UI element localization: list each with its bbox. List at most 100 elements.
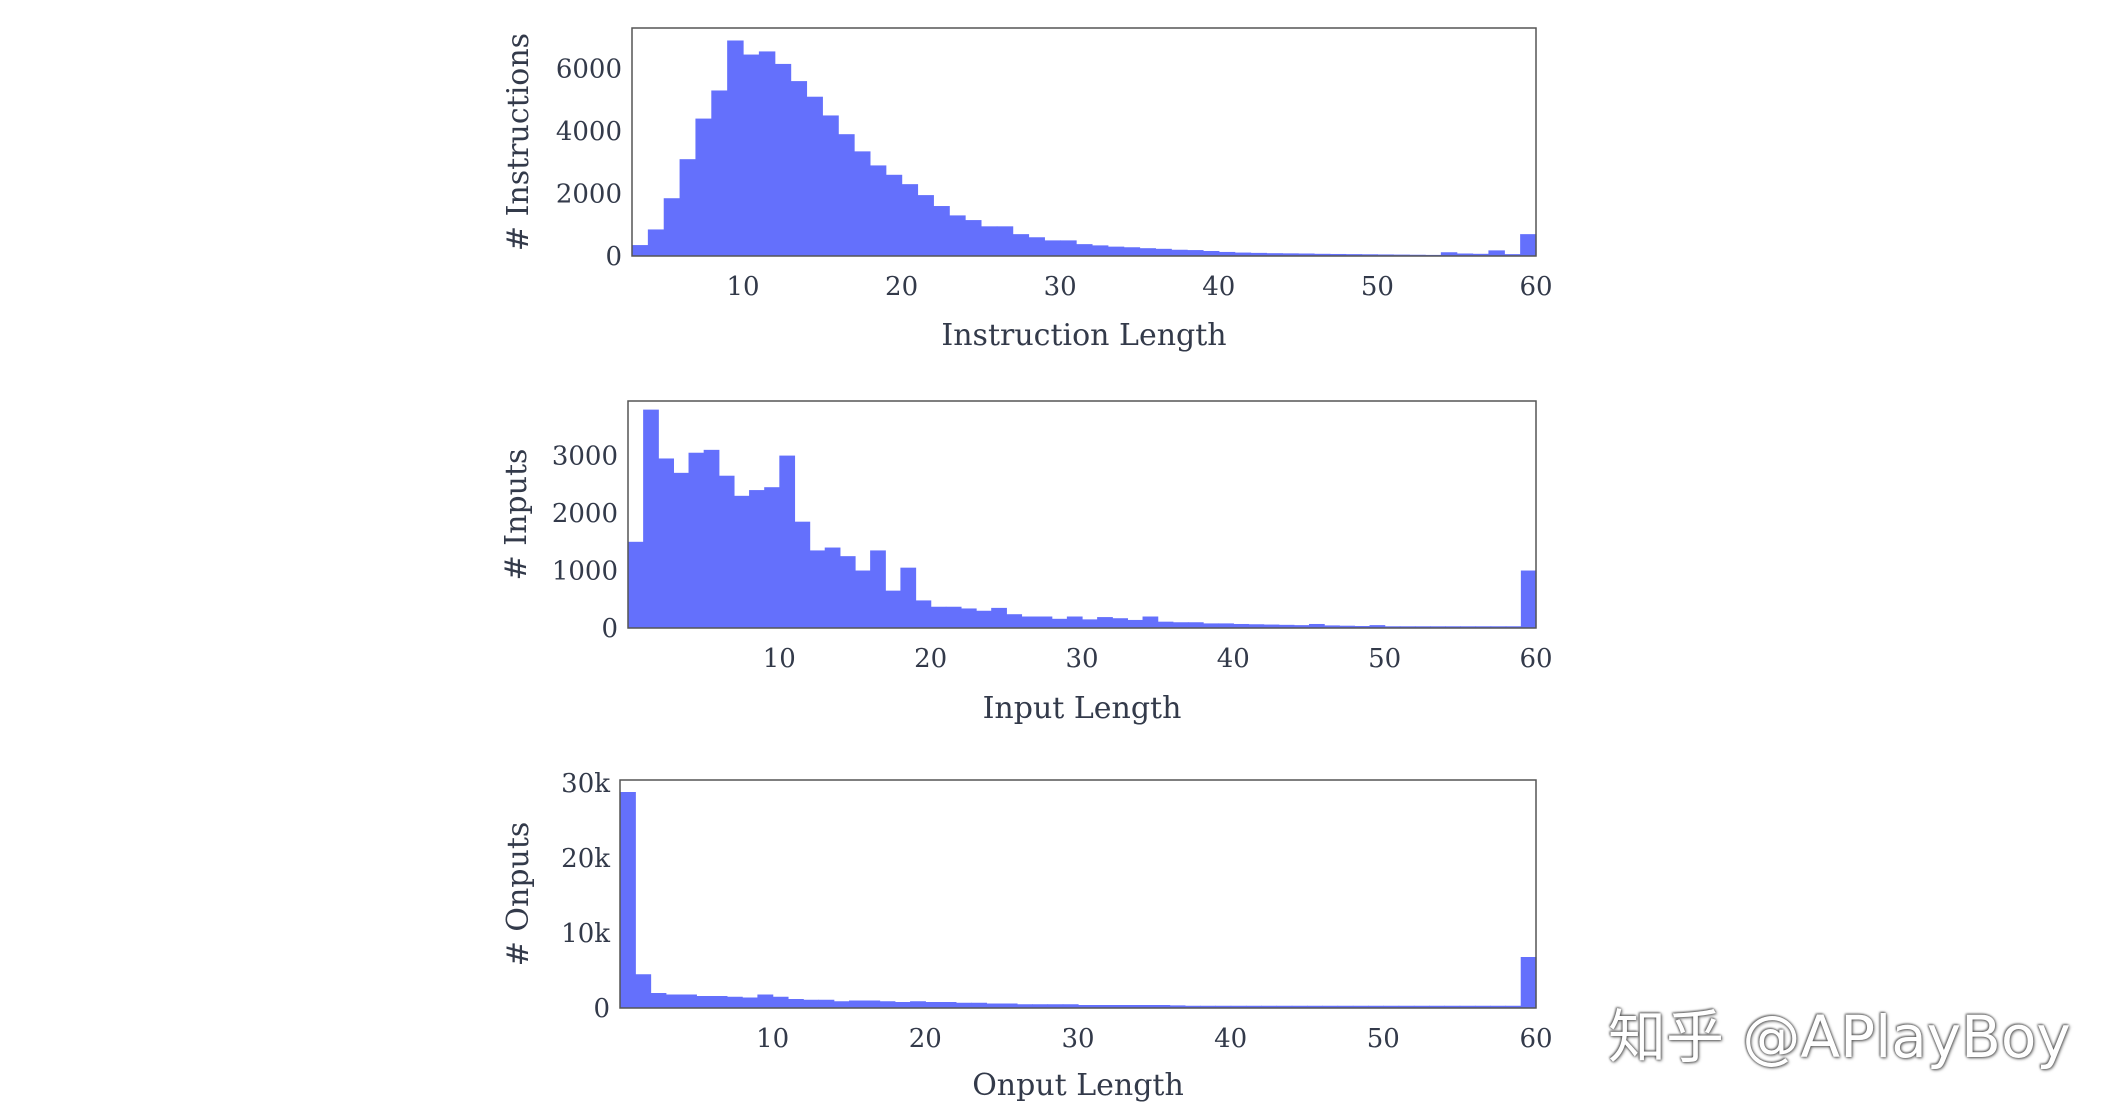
y-tick-label: 20k bbox=[561, 844, 610, 874]
histogram-bar bbox=[1384, 626, 1401, 628]
y-tick-label: 2000 bbox=[556, 180, 622, 210]
histogram-bar bbox=[727, 40, 744, 256]
histogram-bar bbox=[711, 996, 728, 1008]
histogram-bar bbox=[1383, 1005, 1400, 1008]
histogram-bar bbox=[679, 159, 697, 256]
histogram-bar bbox=[991, 607, 1007, 628]
histogram-bar bbox=[1329, 253, 1347, 256]
histogram-bar bbox=[1475, 626, 1492, 628]
histogram-bar bbox=[1093, 1005, 1110, 1008]
histogram-bar bbox=[885, 590, 901, 628]
histogram-bar bbox=[643, 409, 659, 628]
histogram-bar bbox=[1091, 245, 1109, 256]
x-tick-label: 40 bbox=[1214, 1024, 1247, 1054]
histogram-bar bbox=[1293, 625, 1310, 628]
histogram-bar bbox=[711, 90, 728, 256]
histogram-bar bbox=[1234, 252, 1252, 256]
histogram-bar bbox=[1505, 626, 1522, 628]
histogram-bar bbox=[1107, 246, 1125, 256]
histogram-bar bbox=[794, 521, 811, 628]
chart-onputs: 10 20 30 40 50 60 0 10k 20k 30k Onput Length # Onpu… bbox=[501, 769, 1553, 1103]
histogram-bar bbox=[1233, 623, 1250, 628]
histogram-bar bbox=[779, 455, 796, 628]
histogram-bar bbox=[1263, 624, 1280, 628]
histogram-bar bbox=[790, 81, 808, 256]
histogram-bar bbox=[1172, 622, 1189, 628]
histogram-bar bbox=[742, 997, 758, 1008]
histogram-bar bbox=[879, 1001, 896, 1008]
histogram-bar bbox=[806, 96, 823, 257]
histogram-bar bbox=[849, 1000, 865, 1008]
histogram-bar bbox=[1215, 1005, 1232, 1008]
histogram-bar bbox=[1322, 1005, 1339, 1008]
histogram-bar bbox=[1218, 623, 1234, 628]
x-tick-label: 20 bbox=[909, 1024, 942, 1054]
histogram-bar bbox=[915, 600, 932, 628]
histogram-bar bbox=[673, 472, 690, 628]
histogram-bar bbox=[1062, 1004, 1079, 1008]
histogram-bar bbox=[1307, 1005, 1323, 1008]
histogram-bar bbox=[688, 452, 705, 628]
histogram-bar bbox=[757, 994, 774, 1008]
plot-frame bbox=[631, 27, 1537, 257]
histogram-bar bbox=[1157, 621, 1174, 628]
histogram-bar bbox=[1123, 1005, 1140, 1008]
histogram-bar bbox=[854, 151, 871, 256]
x-tick-label: 10 bbox=[726, 272, 759, 302]
histogram-bar bbox=[1021, 616, 1038, 628]
histogram-bar bbox=[1460, 626, 1477, 628]
histogram-bar bbox=[1060, 240, 1077, 256]
x-tick-label: 60 bbox=[1519, 644, 1552, 674]
histogram-bar bbox=[1123, 247, 1141, 256]
histogram-bar bbox=[628, 541, 644, 628]
histogram-bar bbox=[833, 1001, 850, 1008]
histogram-bar bbox=[1200, 1005, 1216, 1008]
plot-frame bbox=[627, 400, 1537, 629]
y-tick-label: 2000 bbox=[552, 499, 618, 529]
histogram-bar bbox=[1155, 248, 1172, 256]
histogram-bar bbox=[1082, 619, 1098, 628]
histogram-bar bbox=[1139, 1005, 1155, 1008]
x-tick-label: 60 bbox=[1519, 272, 1552, 302]
histogram-bar bbox=[870, 550, 886, 628]
histogram-bar bbox=[647, 229, 665, 256]
histogram-bar bbox=[1203, 623, 1219, 628]
histogram-bar bbox=[1361, 254, 1378, 256]
x-tick-label: 50 bbox=[1368, 644, 1401, 674]
histogram-bar bbox=[1430, 626, 1446, 628]
histogram-bar bbox=[1291, 1005, 1308, 1008]
histogram-bar bbox=[1261, 1005, 1278, 1008]
histogram-bar bbox=[894, 1002, 911, 1008]
histogram-bar bbox=[696, 996, 713, 1008]
histogram-bar bbox=[976, 610, 992, 628]
y-axis-label: # Inputs bbox=[499, 449, 534, 581]
y-axis-label: # Onputs bbox=[501, 822, 536, 967]
histogram-bar bbox=[1472, 253, 1490, 256]
histogram-bar bbox=[1097, 617, 1113, 628]
x-tick-label: 20 bbox=[885, 272, 918, 302]
histogram-bar bbox=[900, 567, 917, 628]
histogram-bar bbox=[1108, 1005, 1125, 1008]
x-tick-label: 40 bbox=[1217, 644, 1250, 674]
y-tick-label: 30k bbox=[561, 769, 610, 799]
x-tick-label: 40 bbox=[1202, 272, 1235, 302]
histogram-bar bbox=[663, 198, 681, 256]
histogram-bar bbox=[1012, 234, 1030, 256]
histogram-bar bbox=[1047, 1004, 1064, 1008]
histogram-bar bbox=[1377, 254, 1394, 256]
histogram-bar bbox=[855, 570, 871, 628]
histogram-bar bbox=[803, 999, 820, 1008]
histogram-bar bbox=[1504, 254, 1521, 256]
x-axis-label: Onput Length bbox=[972, 1068, 1184, 1103]
histogram-bar bbox=[1276, 1005, 1293, 1008]
histogram-bar bbox=[838, 134, 855, 256]
histogram-bar bbox=[885, 174, 903, 256]
histogram-bar bbox=[1139, 248, 1156, 256]
x-tick-label: 30 bbox=[1061, 1024, 1094, 1054]
histogram-bar bbox=[718, 475, 735, 628]
histogram-bar bbox=[949, 215, 966, 256]
x-tick-label: 10 bbox=[756, 1024, 789, 1054]
histogram-bar bbox=[1266, 253, 1283, 256]
histogram-bar bbox=[1142, 616, 1159, 628]
